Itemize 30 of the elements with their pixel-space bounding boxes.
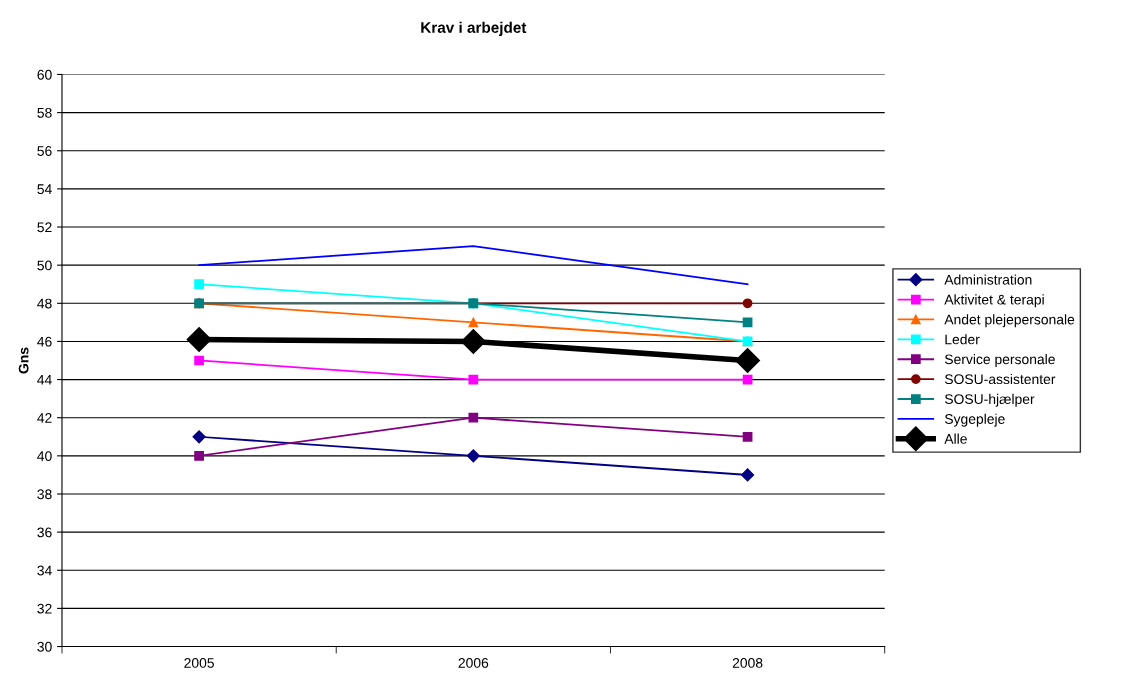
legend-label: SOSU-hjælper — [944, 393, 1035, 407]
y-tick-label: 48 — [37, 298, 52, 309]
x-tick-label: 2006 — [458, 658, 489, 668]
y-tick-label: 38 — [37, 489, 52, 500]
y-tick-label: 44 — [37, 375, 52, 385]
legend-label: Administration — [944, 274, 1032, 285]
x-tick-label: 2008 — [732, 658, 763, 668]
y-tick-label: 60 — [37, 69, 52, 80]
legend-label: Leder — [945, 334, 980, 345]
y-tick-label: 52 — [37, 222, 52, 233]
legend-label: Alle — [944, 433, 967, 444]
legend-label: Andet plejepersonale — [944, 314, 1075, 328]
chart-title: Krav i arbejdet — [421, 21, 527, 36]
y-tick-label: 50 — [37, 260, 52, 271]
x-tick-label: 2005 — [184, 658, 214, 668]
y-tick-label: 36 — [37, 527, 52, 538]
y-tick-label: 58 — [37, 107, 52, 118]
y-tick-label: 42 — [37, 413, 52, 423]
y-tick-label: 46 — [37, 336, 52, 347]
legend-label: Aktivitet & terapi — [944, 294, 1044, 308]
y-tick-label: 34 — [37, 565, 52, 576]
y-axis-title: Gns — [18, 347, 29, 374]
y-tick-label: 54 — [37, 184, 52, 195]
y-tick-label: 32 — [37, 603, 52, 614]
legend-label: Sygepleje — [944, 413, 1005, 427]
y-tick-label: 30 — [37, 641, 52, 652]
legend-label: SOSU-assistenter — [944, 373, 1056, 385]
legend-label: Service personale — [944, 354, 1055, 367]
y-tick-label: 56 — [37, 146, 52, 156]
y-tick-label: 40 — [37, 451, 52, 462]
